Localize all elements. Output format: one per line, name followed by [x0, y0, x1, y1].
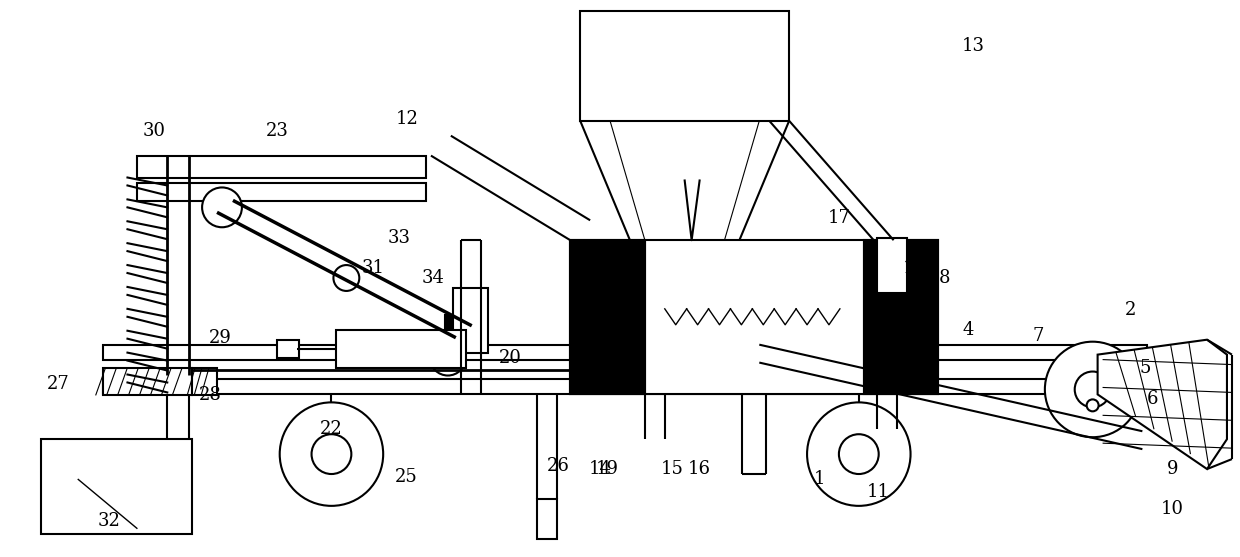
Circle shape: [1045, 341, 1141, 437]
Bar: [864, 240, 939, 394]
Text: 11: 11: [867, 483, 890, 501]
Bar: [570, 240, 939, 394]
Bar: [138, 155, 427, 178]
Text: 22: 22: [320, 420, 342, 438]
Text: 4: 4: [962, 321, 973, 339]
Text: 18: 18: [903, 259, 926, 277]
Text: 14: 14: [589, 460, 611, 478]
Text: 12: 12: [396, 110, 419, 128]
Text: 7: 7: [1032, 327, 1044, 345]
Circle shape: [1086, 399, 1099, 411]
Text: 16: 16: [688, 460, 711, 478]
Circle shape: [430, 340, 466, 375]
Text: 19: 19: [595, 460, 619, 478]
Circle shape: [1075, 372, 1111, 407]
Bar: [445, 315, 471, 343]
Text: 34: 34: [422, 269, 444, 287]
Bar: [570, 240, 645, 394]
Circle shape: [202, 188, 242, 227]
Text: 28: 28: [198, 387, 222, 404]
Bar: [336, 330, 466, 368]
Text: 33: 33: [388, 229, 410, 247]
Text: 29: 29: [208, 329, 232, 346]
Bar: [453, 288, 487, 353]
Bar: [138, 183, 427, 202]
Bar: [877, 238, 906, 293]
Circle shape: [311, 434, 351, 474]
Text: 9: 9: [1167, 460, 1178, 478]
Bar: [580, 11, 789, 121]
Bar: [537, 499, 557, 539]
Bar: [41, 439, 192, 534]
Text: 15: 15: [661, 460, 683, 478]
Text: 27: 27: [46, 375, 69, 393]
Circle shape: [807, 402, 910, 506]
Text: 1: 1: [813, 470, 825, 488]
Text: 10: 10: [1161, 500, 1184, 518]
Bar: [277, 340, 299, 358]
Circle shape: [280, 402, 383, 506]
Text: 23: 23: [267, 122, 289, 140]
Text: 26: 26: [547, 457, 569, 475]
Text: 13: 13: [962, 37, 985, 55]
Circle shape: [334, 265, 360, 291]
Bar: [103, 345, 1147, 360]
Text: 6: 6: [1147, 390, 1158, 408]
Bar: [103, 379, 1147, 394]
Text: 20: 20: [500, 349, 522, 367]
Text: 31: 31: [362, 259, 384, 277]
Text: 5: 5: [1140, 359, 1151, 377]
Text: 8: 8: [939, 269, 950, 287]
Text: 32: 32: [98, 512, 122, 530]
Text: 25: 25: [394, 468, 418, 486]
Text: 17: 17: [827, 209, 851, 227]
Text: 30: 30: [143, 122, 166, 140]
Text: 2: 2: [1125, 301, 1136, 319]
Polygon shape: [1097, 340, 1226, 469]
Circle shape: [839, 434, 879, 474]
Bar: [192, 368, 217, 395]
Bar: [103, 368, 192, 395]
